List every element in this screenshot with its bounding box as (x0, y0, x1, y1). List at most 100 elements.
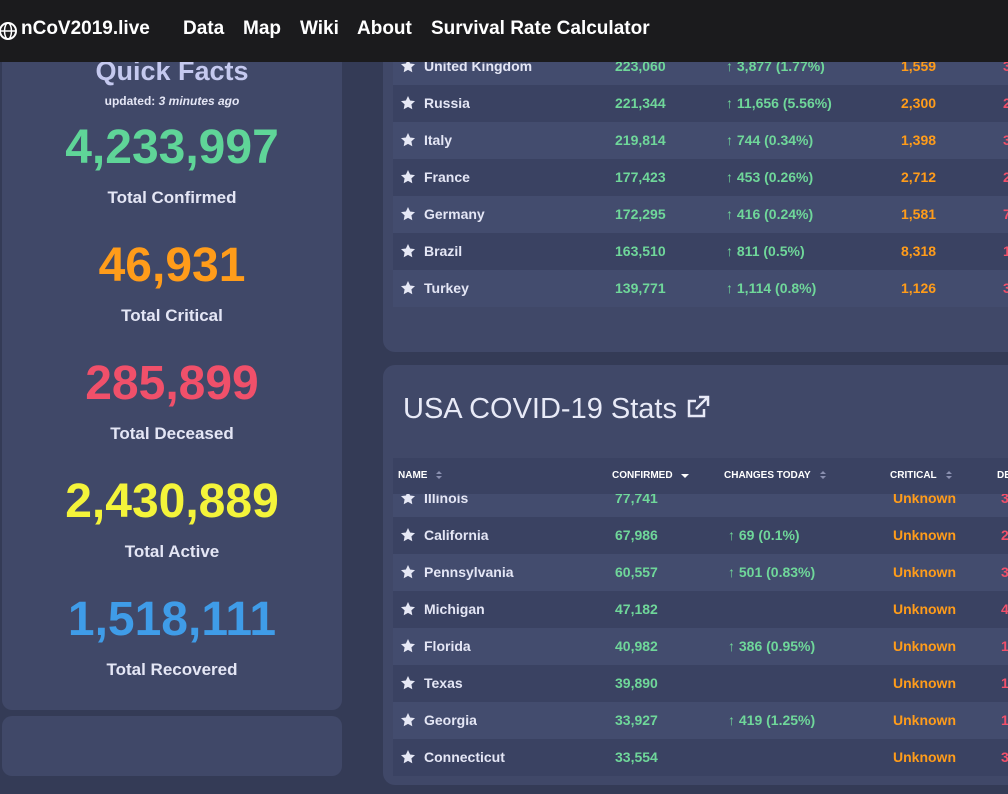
cell-confirmed: 163,510 (615, 243, 666, 259)
cell-change: ↑ 744 (0.34%) (726, 132, 814, 148)
stat-value: 4,233,997 (65, 121, 279, 174)
favorite-star[interactable] (401, 713, 415, 727)
table-row[interactable]: California 67,986 ↑ 69 (0.1%) Unknown 2 (393, 517, 1008, 554)
cell-critical: 1,581 (901, 206, 937, 222)
cell-change: ↑ 3,877 (1.77%) (726, 58, 825, 74)
favorite-star[interactable] (401, 494, 415, 505)
stat-value: 1,518,111 (67, 593, 277, 646)
cell-deceased: 4 (1001, 601, 1008, 617)
nav-link[interactable]: Map (243, 18, 281, 39)
cell-change: ↑ 811 (0.5%) (726, 243, 805, 259)
table-row[interactable]: Italy 219,814 ↑ 744 (0.34%) 1,398 3 (393, 122, 1008, 159)
stat-label: Total Active (124, 542, 220, 561)
sort-icon[interactable] (681, 470, 689, 480)
nav-link[interactable]: Survival Rate Calculator (431, 18, 650, 39)
favorite-star[interactable] (401, 207, 415, 221)
column-header[interactable]: NAME (398, 470, 428, 481)
cell-confirmed: 60,557 (615, 564, 658, 580)
table-row[interactable]: Connecticut 33,554 Unknown 3 (393, 739, 1008, 776)
column-header[interactable]: DE (997, 470, 1008, 481)
nav-link[interactable]: Data (183, 18, 225, 39)
favorite-star[interactable] (401, 170, 415, 184)
cell-confirmed: 221,344 (615, 95, 666, 111)
cell-critical: 8,318 (901, 243, 937, 259)
cell-name: Italy (424, 132, 453, 148)
cell-change: ↑ 69 (0.1%) (728, 527, 800, 543)
nav-bar: nCoV2019.live Data Map Wiki About Surviv… (0, 0, 1008, 62)
cell-critical: 2,300 (901, 95, 937, 111)
usa-panel: USA COVID-19 Stats NAME CONFIRMED CHANGES … (383, 365, 1008, 785)
favorite-star[interactable] (401, 565, 415, 579)
updated: updated: 3 minutes ago (2, 94, 342, 108)
column-header[interactable]: CONFIRMED (612, 470, 673, 481)
cell-deceased: 2 (1003, 95, 1008, 111)
cell-name: Brazil (424, 243, 463, 259)
favorite-star[interactable] (401, 244, 415, 258)
cell-confirmed: 40,982 (615, 638, 658, 654)
favorite-star[interactable] (401, 59, 415, 73)
updated-value: 3 minutes ago (158, 94, 240, 108)
cell-critical: 2,712 (901, 169, 937, 185)
favorite-star[interactable] (401, 528, 415, 542)
cell-critical: Unknown (893, 601, 956, 617)
cell-critical: Unknown (893, 712, 956, 728)
cell-deceased: 3 (1003, 280, 1008, 296)
table-row[interactable]: Russia 221,344 ↑ 11,656 (5.56%) 2,300 2 (393, 85, 1008, 122)
table-row[interactable]: Germany 172,295 ↑ 416 (0.24%) 1,581 7 (393, 196, 1008, 233)
cell-name: Illinois (424, 494, 469, 506)
cell-confirmed: 33,554 (615, 749, 658, 765)
favorite-star[interactable] (401, 676, 415, 690)
cell-confirmed: 39,890 (615, 675, 658, 691)
cell-confirmed: 67,986 (615, 527, 658, 543)
table-row[interactable]: Michigan 47,182 Unknown 4 (393, 591, 1008, 628)
stat-label: Total Recovered (106, 660, 238, 679)
favorite-star[interactable] (401, 133, 415, 147)
column-header[interactable]: CRITICAL (890, 470, 937, 481)
table-row[interactable]: Texas 39,890 Unknown 1 (393, 665, 1008, 702)
cell-name: Georgia (424, 712, 477, 728)
cell-deceased: 2 (1001, 527, 1008, 543)
cell-deceased: 1 (1001, 638, 1008, 654)
usa-title: USA COVID-19 Stats (403, 393, 711, 426)
cell-name: Turkey (424, 280, 469, 296)
sort-icon[interactable] (945, 470, 953, 480)
nav-link[interactable]: Wiki (300, 18, 339, 39)
table-row[interactable]: Florida 40,982 ↑ 386 (0.95%) Unknown 1 (393, 628, 1008, 665)
cell-name: Connecticut (424, 749, 505, 765)
cell-confirmed: 219,814 (615, 132, 666, 148)
cell-deceased: 3 (1001, 564, 1008, 580)
nav-link[interactable]: About (357, 18, 412, 39)
brand[interactable]: nCoV2019.live (21, 18, 150, 39)
cell-confirmed: 33,927 (615, 712, 658, 728)
cell-name: Russia (424, 95, 470, 111)
stat-label: Total Critical (121, 306, 223, 325)
favorite-star[interactable] (401, 281, 415, 295)
column-header[interactable]: CHANGES TODAY (724, 470, 811, 481)
external-link-icon[interactable] (685, 394, 711, 420)
usa-header: NAME CONFIRMED CHANGES TODAY CRITICAL DE (393, 458, 1008, 494)
cell-critical: Unknown (893, 527, 956, 543)
cell-change: ↑ 1,114 (0.8%) (726, 280, 817, 296)
globe-icon (0, 22, 17, 40)
favorite-star[interactable] (401, 750, 415, 764)
table-row[interactable]: Georgia 33,927 ↑ 419 (1.25%) Unknown 1 (393, 702, 1008, 739)
favorite-star[interactable] (401, 639, 415, 653)
stat-value: 2,430,889 (65, 475, 279, 528)
table-row[interactable]: Illinois 77,741 Unknown 3 (393, 494, 1008, 517)
table-row[interactable]: Turkey 139,771 ↑ 1,114 (0.8%) 1,126 3 (393, 270, 1008, 307)
sort-icon[interactable] (819, 470, 827, 480)
favorite-star[interactable] (401, 602, 415, 616)
cell-name: Texas (424, 675, 463, 691)
favorite-star[interactable] (401, 96, 415, 110)
cell-name: Pennsylvania (424, 564, 514, 580)
region-panel (2, 716, 342, 776)
table-row[interactable]: Brazil 163,510 ↑ 811 (0.5%) 8,318 1 (393, 233, 1008, 270)
cell-confirmed: 47,182 (615, 601, 658, 617)
cell-confirmed: 139,771 (615, 280, 666, 296)
table-row[interactable]: France 177,423 ↑ 453 (0.26%) 2,712 2 (393, 159, 1008, 196)
cell-deceased: 3 (1001, 494, 1008, 506)
table-row[interactable]: Pennsylvania 60,557 ↑ 501 (0.83%) Unknown 3 (393, 554, 1008, 591)
cell-deceased: 1 (1001, 712, 1008, 728)
sort-icon[interactable] (435, 470, 443, 480)
